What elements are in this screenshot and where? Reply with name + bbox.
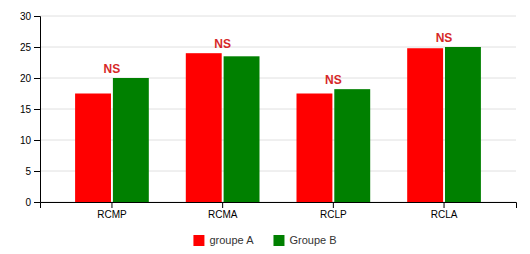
tick-mark	[34, 171, 40, 172]
tick-mark	[34, 47, 40, 48]
tick: 30	[20, 11, 40, 22]
annotation: NS	[104, 62, 121, 76]
bar	[296, 94, 332, 203]
tick-mark	[111, 202, 112, 208]
bar	[445, 47, 481, 202]
legend-swatch	[273, 235, 284, 246]
bar	[75, 94, 111, 203]
tick: 10	[20, 135, 40, 146]
tick-label: RCMP	[97, 209, 127, 220]
annotations: NS NS NS NS	[104, 31, 453, 87]
chart: 0 5 10 15 20 25 30 RCMP RCMA RCLP RCLA NS NS NS NS grou…	[0, 0, 530, 254]
bar	[224, 56, 260, 202]
tick-label: 20	[20, 73, 32, 84]
grid-line	[40, 109, 516, 110]
tick-label: RCLA	[431, 209, 458, 220]
legend-label: Groupe B	[289, 234, 336, 246]
tick-label: 0	[25, 197, 31, 208]
tick: RCLA	[431, 202, 458, 220]
bar	[334, 89, 370, 202]
x-axis: RCMP RCMA RCLP RCLA	[41, 202, 517, 220]
y-axis: 0 5 10 15 20 25 30	[20, 11, 41, 208]
grid	[40, 16, 516, 202]
bar-series	[75, 48, 443, 202]
tick-mark	[34, 109, 40, 110]
axis-line	[41, 203, 517, 209]
bar-series	[113, 47, 481, 202]
bar	[407, 48, 443, 202]
tick: 20	[20, 73, 40, 84]
tick-label: RCMA	[208, 209, 238, 220]
tick-label: 25	[20, 42, 32, 53]
legend-item: groupe A	[193, 234, 254, 246]
grid-line	[40, 171, 516, 172]
tick-label: 30	[20, 11, 32, 22]
legend: groupe A Groupe B	[193, 234, 336, 246]
annotation: NS	[214, 37, 231, 51]
legend-swatch	[193, 235, 204, 246]
tick-mark	[34, 16, 40, 17]
tick-label: 15	[20, 104, 32, 115]
tick-mark	[444, 202, 445, 208]
annotation: NS	[436, 31, 453, 45]
legend-label: groupe A	[209, 234, 254, 246]
tick: 25	[20, 42, 40, 53]
axis-line	[34, 17, 41, 203]
grid-line	[40, 47, 516, 48]
tick: 5	[25, 166, 40, 177]
tick: 0	[25, 197, 40, 208]
plot: 0 5 10 15 20 25 30 RCMP RCMA RCLP RCLA NS NS NS NS	[20, 11, 517, 220]
annotation: NS	[325, 73, 342, 87]
tick-label: 10	[20, 135, 32, 146]
tick-mark	[34, 78, 40, 79]
tick-mark	[34, 202, 40, 203]
tick: RCLP	[320, 202, 347, 220]
grid-line	[40, 140, 516, 141]
tick: RCMA	[208, 202, 238, 220]
bars	[75, 47, 481, 202]
tick-mark	[222, 202, 223, 208]
tick-label: RCLP	[320, 209, 347, 220]
bar	[113, 78, 149, 202]
bar	[186, 53, 222, 202]
tick: 15	[20, 104, 40, 115]
tick: RCMP	[97, 202, 127, 220]
tick-label: 5	[25, 166, 31, 177]
grid-line	[40, 16, 516, 17]
grid-line	[40, 78, 516, 79]
tick-mark	[333, 202, 334, 208]
tick-mark	[34, 140, 40, 141]
legend-item: Groupe B	[273, 234, 336, 246]
